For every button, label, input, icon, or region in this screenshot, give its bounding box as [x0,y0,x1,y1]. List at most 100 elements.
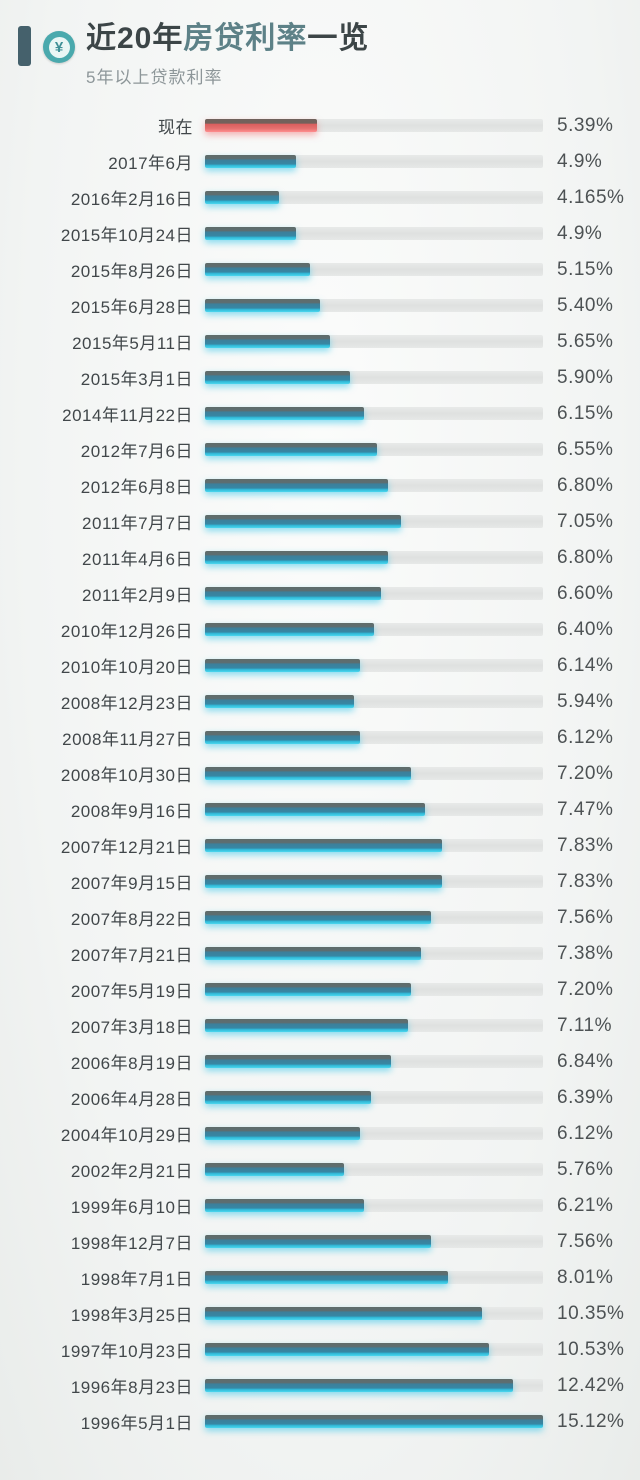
chart-row: 2008年12月23日 5.94% [0,684,640,720]
chart-row: 2017年6月 4.9% [0,144,640,180]
row-label: 2007年9月15日 [70,874,193,893]
bar-fill [205,1235,432,1248]
row-value: 7.83% [557,870,614,892]
title-highlight: 房贷利率 [183,22,308,55]
row-label: 2008年12月23日 [60,694,193,713]
chart-subtitle: 5年以上贷款利率 [86,67,223,87]
bar-track [205,263,543,276]
row-label: 2010年12月26日 [60,622,193,641]
row-value: 5.40% [557,294,614,316]
row-label: 2015年3月1日 [80,370,193,389]
row-label: 2008年11月27日 [62,730,193,749]
chart-row: 2006年8月19日 6.84% [0,1044,640,1080]
chart-row: 现在 5.39% [0,108,640,144]
bar-track [205,1307,543,1320]
bar-track [205,947,543,960]
bar-track [205,191,543,204]
bar-track [205,1019,543,1032]
row-value: 6.80% [557,474,614,496]
row-label: 2014年11月22日 [62,406,193,425]
bar-fill [205,1343,489,1356]
chart-row: 2016年2月16日 4.165% [0,180,640,216]
chart-row: 1998年12月7日 7.56% [0,1224,640,1260]
row-label: 2011年2月9日 [82,586,193,605]
bar-track [205,551,543,564]
chart-row: 2012年6月8日 6.80% [0,468,640,504]
row-label: 2016年2月16日 [70,190,193,209]
bar-fill [205,695,354,708]
row-value: 6.80% [557,546,614,568]
row-label: 2017年6月 [108,154,193,173]
bar-track [205,911,543,924]
chart-row: 1996年5月1日 15.12% [0,1404,640,1440]
bar-track [205,1271,543,1284]
title-block: 近20年房贷利率一览 5年以上贷款利率 [86,22,369,88]
row-label: 2011年4月6日 [82,550,193,569]
bar-fill [205,227,297,240]
row-label: 2015年5月11日 [72,334,193,353]
row-label: 1998年3月25日 [70,1306,193,1325]
bar-track [205,371,543,384]
bar-fill [205,839,442,852]
chart-row: 2002年2月21日 5.76% [0,1152,640,1188]
row-value: 6.12% [557,1122,614,1144]
row-label: 1996年5月1日 [80,1414,193,1433]
bar-track [205,515,543,528]
bar-track [205,1415,543,1428]
bar-track [205,479,543,492]
chart-row: 2007年12月21日 7.83% [0,828,640,864]
bar-track [205,659,543,672]
chart-row: 2015年5月11日 5.65% [0,324,640,360]
bar-fill [205,443,378,456]
row-label: 1996年8月23日 [70,1378,193,1397]
bar-fill [205,371,351,384]
row-value: 6.40% [557,618,614,640]
row-value: 6.60% [557,582,614,604]
chart-row: 2012年7月6日 6.55% [0,432,640,468]
row-label: 2012年6月8日 [80,478,193,497]
bar-fill [205,803,425,816]
bar-fill [205,767,412,780]
chart-row: 1998年7月1日 8.01% [0,1260,640,1296]
row-value: 6.15% [557,402,614,424]
chart-row: 2015年10月24日 4.9% [0,216,640,252]
bar-fill [205,1199,364,1212]
row-value: 4.9% [557,222,603,244]
row-label: 2008年9月16日 [70,802,193,821]
row-value: 5.90% [557,366,614,388]
chart-header: ¥ 近20年房贷利率一览 5年以上贷款利率 [0,0,640,88]
row-value: 6.55% [557,438,614,460]
accent-bar [18,26,31,66]
bar-fill [205,659,361,672]
row-value: 7.05% [557,510,614,532]
bar-fill [205,1271,449,1284]
row-label: 2007年7月21日 [70,946,193,965]
bar-fill [205,947,422,960]
row-value: 6.14% [557,654,614,676]
bar-track [205,407,543,420]
coin-yuan-icon: ¥ [43,31,75,63]
bar-track [205,587,543,600]
row-value: 8.01% [557,1266,614,1288]
chart-row: 2007年8月22日 7.56% [0,900,640,936]
bar-track [205,983,543,996]
row-value: 7.47% [557,798,614,820]
chart-row: 2008年11月27日 6.12% [0,720,640,756]
row-label: 2015年10月24日 [60,226,193,245]
bar-fill [205,515,402,528]
row-label: 2010年10月20日 [60,658,193,677]
row-value: 10.35% [557,1302,625,1324]
row-value: 6.21% [557,1194,614,1216]
bar-fill [205,623,374,636]
chart-row: 2004年10月29日 6.12% [0,1116,640,1152]
bar-track [205,1343,543,1356]
bar-fill [205,551,388,564]
bar-track [205,155,543,168]
row-label: 2007年8月22日 [70,910,193,929]
chart-row: 2014年11月22日 6.15% [0,396,640,432]
row-label: 1998年7月1日 [80,1270,193,1289]
row-value: 5.94% [557,690,614,712]
chart-row: 1999年6月10日 6.21% [0,1188,640,1224]
chart-row: 2010年12月26日 6.40% [0,612,640,648]
row-label: 2015年6月28日 [70,298,193,317]
